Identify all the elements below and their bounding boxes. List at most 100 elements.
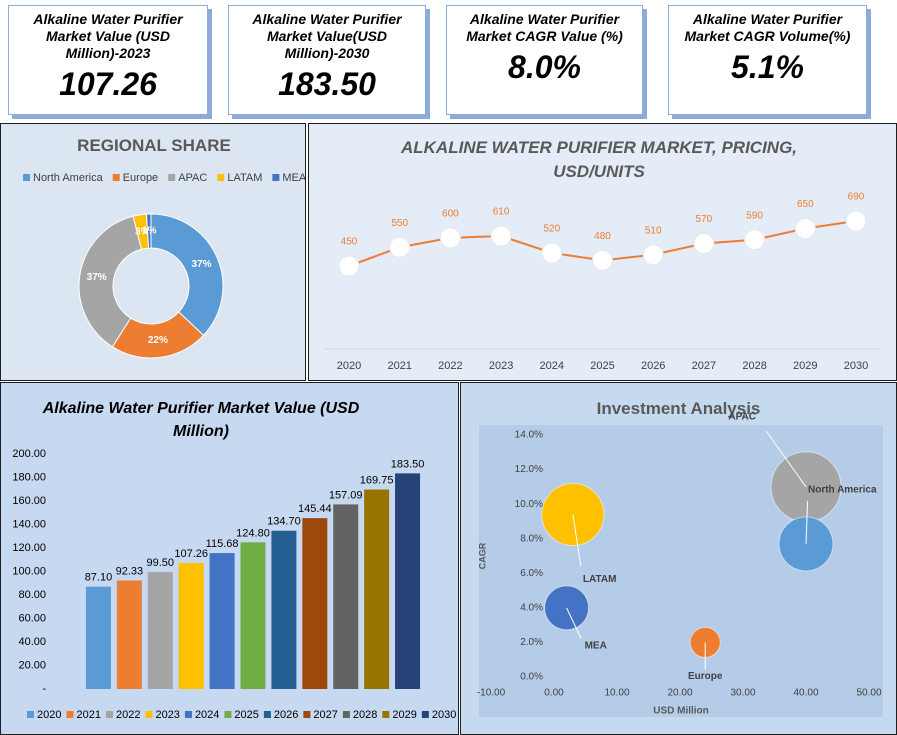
data-label: 600 [442, 209, 459, 220]
donut-segment [78, 215, 143, 348]
legend-swatch [263, 711, 271, 718]
data-label: Europe [688, 671, 723, 682]
y-tick-label: 200.00 [12, 448, 46, 460]
legend-swatch [112, 174, 120, 181]
legend-label: 2024 [195, 709, 219, 721]
data-label: 510 [645, 225, 662, 236]
bar-chart: - 20.00 40.00 60.00 80.00 100.00 120.00 140.00 1… [12, 448, 456, 721]
marker [845, 210, 867, 232]
y-tick-label: 140.00 [12, 518, 46, 530]
kpi-card: Alkaline Water Purifier Market Value (US… [8, 5, 208, 115]
x-tick-label: 40.00 [793, 688, 818, 699]
x-tick-label: 2026 [641, 360, 665, 372]
y-tick-label: 10.0% [515, 499, 543, 510]
kpi-card: Alkaline Water Purifier Market CAGR Volu… [668, 5, 867, 115]
y-tick-label: 12.0% [515, 464, 543, 475]
kpi-card: Alkaline Water Purifier Market CAGR Valu… [446, 5, 643, 115]
legend-swatch [303, 711, 311, 718]
data-label: LATAM [583, 574, 617, 585]
y-tick-label: 6.0% [520, 568, 543, 579]
data-label: 115.68 [206, 538, 239, 550]
leader-line [805, 500, 809, 544]
data-label: 87.10 [85, 572, 113, 584]
donut-segment [150, 213, 224, 336]
data-label: 92.33 [116, 565, 144, 577]
legend-label: 2021 [76, 709, 100, 721]
x-tick-label: 2021 [387, 360, 411, 372]
x-tick-label: -10.00 [477, 688, 506, 699]
marker [338, 255, 360, 277]
legend-swatch [168, 174, 176, 181]
x-tick-label: 2028 [742, 360, 766, 372]
legend-swatch [217, 174, 225, 181]
x-tick-label: 20.00 [667, 688, 692, 699]
pie-chart: North America Europe APAC LATAM MEA 37% 22% 37%… [23, 172, 305, 359]
data-label: 550 [391, 218, 408, 229]
pie-panel: REGIONAL SHARE North America Europe APAC LA… [0, 123, 306, 381]
bar [333, 504, 359, 689]
kpi-value: 107.26 [59, 66, 157, 102]
bubble-panel: Investment Analysis -10.00 0.00 10.00 20.00… [460, 382, 897, 735]
legend-label: Europe [123, 172, 158, 184]
y-tick-label: 4.0% [520, 602, 543, 613]
data-label: 22% [148, 335, 168, 346]
legend-label: 2027 [313, 709, 337, 721]
data-label: 183.50 [391, 458, 425, 470]
kpi-card: Alkaline Water Purifier Market Value(USD… [228, 5, 426, 115]
legend-label: 2025 [234, 709, 258, 721]
bar [240, 542, 266, 689]
data-label: 520 [543, 224, 560, 235]
legend-label: 2028 [353, 709, 377, 721]
data-label: 99.50 [147, 557, 175, 569]
data-label: 37% [191, 259, 211, 270]
marker [744, 229, 766, 251]
chart-title: REGIONAL SHARE [77, 136, 231, 155]
x-tick-label: 30.00 [730, 688, 755, 699]
legend-label: 2030 [432, 709, 456, 721]
kpi-value: 8.0% [508, 49, 581, 85]
legend-label: 2022 [116, 709, 140, 721]
legend-swatch [342, 711, 350, 718]
bubble [778, 516, 834, 572]
data-label: North America [808, 485, 877, 496]
x-tick-label: 50.00 [856, 688, 881, 699]
bar [178, 562, 204, 689]
chart-title: ALKALINE WATER PURIFIER MARKET, PRICING,… [400, 138, 798, 181]
bar-panel: Alkaline Water Purifier Market Value (US… [0, 382, 459, 735]
donut-segment [145, 213, 152, 249]
y-axis-title: CAGR [477, 542, 487, 569]
y-tick-label: 80.00 [18, 589, 46, 601]
data-label: 480 [594, 231, 611, 242]
data-label: 157.09 [329, 489, 363, 501]
kpi-title: Alkaline Water Purifier Market Value(USD… [252, 11, 402, 61]
y-tick-label: 60.00 [18, 612, 46, 624]
data-label: 145.44 [298, 503, 332, 515]
x-axis-title: USD Million [653, 706, 709, 717]
bar [302, 518, 328, 689]
legend-swatch [224, 711, 232, 718]
bar [147, 572, 173, 689]
y-tick-label: 2.0% [520, 637, 543, 648]
data-label: 1% [142, 226, 157, 237]
legend-label: 2026 [274, 709, 298, 721]
bubble-chart: -10.00 0.00 10.00 20.00 30.00 40.00 50.00 0.0% 2… [477, 411, 883, 717]
marker [592, 249, 613, 271]
leader-line [765, 430, 807, 488]
y-tick-label: - [42, 683, 46, 695]
kpi-title: Alkaline Water Purifier Market CAGR Volu… [684, 11, 851, 44]
data-label: 37% [87, 272, 107, 283]
marker [794, 218, 816, 239]
legend-swatch [23, 174, 30, 181]
legend-swatch [382, 711, 390, 718]
legend-swatch [105, 711, 113, 718]
y-tick-label: 8.0% [520, 533, 543, 544]
data-label: 590 [746, 210, 763, 221]
legend-label: APAC [178, 172, 207, 184]
y-tick-label: 180.00 [12, 471, 46, 483]
kpi-title: Alkaline Water Purifier Market Value (US… [33, 11, 183, 61]
x-tick-label: 2030 [844, 360, 868, 372]
leader-line [572, 514, 582, 567]
data-label: 690 [848, 192, 865, 203]
legend-label: 2020 [37, 709, 61, 721]
